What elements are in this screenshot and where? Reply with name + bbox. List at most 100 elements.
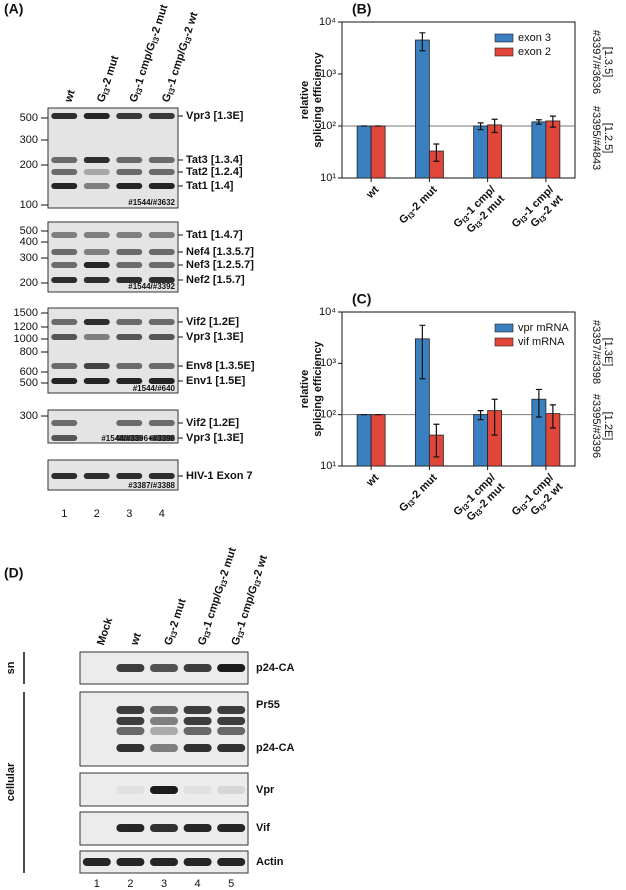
subscript: I3 [460, 214, 471, 225]
gel-band [83, 334, 110, 340]
blot-band [150, 664, 178, 672]
subscript: I3 [167, 86, 178, 96]
text-segment: wt [363, 471, 381, 489]
gel-band [116, 378, 143, 384]
blot-band [150, 744, 178, 752]
gel-band [116, 232, 143, 238]
subscript: I3 [151, 35, 162, 45]
marker-label: 400 [20, 236, 38, 248]
blot-band [183, 706, 212, 714]
blot-label: Vpr [256, 784, 275, 796]
y-tick-label: 10⁴ [319, 306, 336, 318]
y-axis-label: splicing efficiency [312, 51, 324, 147]
blot-band [116, 858, 145, 866]
gel-band [51, 113, 78, 119]
label: GI3-2 mut [95, 54, 123, 104]
gel-band [148, 157, 175, 163]
band-label: Tat2 [1.2.4] [186, 166, 243, 178]
text-segment: wt [128, 631, 144, 648]
gel-band [116, 435, 143, 441]
blot-band [183, 717, 212, 725]
error-bar [535, 388, 542, 418]
primer-label: #1544/#3392 [128, 282, 175, 291]
text-segment: -2 wt [181, 10, 200, 38]
panel-label: (A) [4, 1, 23, 17]
gel-band [83, 169, 110, 175]
gel-band [148, 334, 175, 340]
bar [545, 120, 561, 179]
gel-band [116, 262, 143, 268]
blot-label: p24-CA [256, 742, 295, 754]
marker-label: 300 [20, 410, 38, 422]
gel-band [116, 169, 143, 175]
gel-band [83, 183, 110, 189]
label: wt [363, 183, 381, 201]
marker-label: 500 [20, 112, 38, 124]
marker-label: 500 [20, 225, 38, 237]
subscript: I3 [519, 214, 530, 225]
text-segment: -2 mut [167, 597, 189, 632]
gel-band [51, 319, 78, 325]
panel-label: (C) [352, 291, 371, 307]
error-bar [491, 398, 498, 436]
text-segment: -1 cmp/G [234, 584, 260, 632]
blot-band [150, 706, 178, 714]
y-tick-label: 10³ [320, 68, 336, 80]
label: wt [363, 471, 381, 489]
gel-band [148, 249, 175, 255]
gel-band [116, 363, 143, 369]
gel-band [148, 420, 175, 426]
gel-band [83, 262, 110, 268]
text-segment: G [95, 92, 109, 104]
gel-band [51, 334, 78, 340]
gel-band [148, 262, 175, 268]
bar [370, 125, 386, 179]
blot-band [183, 858, 212, 866]
band-label: Tat1 [1.4] [186, 180, 234, 192]
error-bar [549, 115, 556, 128]
label: GI3-2 mut [162, 597, 190, 647]
blot-band [217, 664, 246, 672]
text-segment: wt [62, 88, 78, 105]
band-label: Env8 [1.3.5E] [186, 360, 255, 372]
blot-band [150, 786, 178, 794]
gel-band [83, 277, 110, 283]
lane-number: 2 [94, 508, 100, 520]
text-segment: G [160, 92, 174, 104]
subscript: I3 [519, 502, 530, 513]
subscript: I3 [102, 86, 113, 96]
text-segment: -2 mut [408, 183, 440, 215]
side-label: cellular [5, 762, 17, 801]
bar [531, 121, 547, 179]
blot-band [183, 824, 212, 832]
text-segment: -1 cmp/G [201, 584, 227, 632]
text-segment: G [127, 92, 141, 104]
subscript: I3 [406, 498, 417, 509]
legend-swatch [494, 323, 514, 333]
subscript: I3 [537, 501, 548, 512]
gel-band [83, 378, 110, 384]
primer-label: #1544/#3632 [128, 198, 175, 207]
text-segment: -1 cmp/G [132, 41, 158, 89]
text-segment: -1 cmp/G [165, 41, 191, 89]
label: wt [62, 88, 78, 105]
band-label: Vpr3 [1.3E] [186, 331, 244, 343]
blot-band [217, 786, 246, 794]
gel-band [51, 277, 78, 283]
text-segment: G [229, 635, 243, 647]
band-label: Tat1 [1.4.7] [186, 229, 243, 241]
blot-band [150, 858, 178, 866]
blot-band [116, 706, 145, 714]
label: GI3-1 cmp/GI3-2 wt [229, 553, 271, 647]
gel-band [116, 319, 143, 325]
gel-band [116, 277, 143, 283]
legend-swatch [494, 337, 514, 347]
marker-label: 1500 [14, 307, 38, 319]
gel-band [83, 473, 110, 479]
y-tick-label: 10⁴ [319, 16, 336, 28]
blot-band [217, 717, 246, 725]
marker-label: 500 [20, 377, 38, 389]
lane-number: 4 [159, 508, 165, 520]
